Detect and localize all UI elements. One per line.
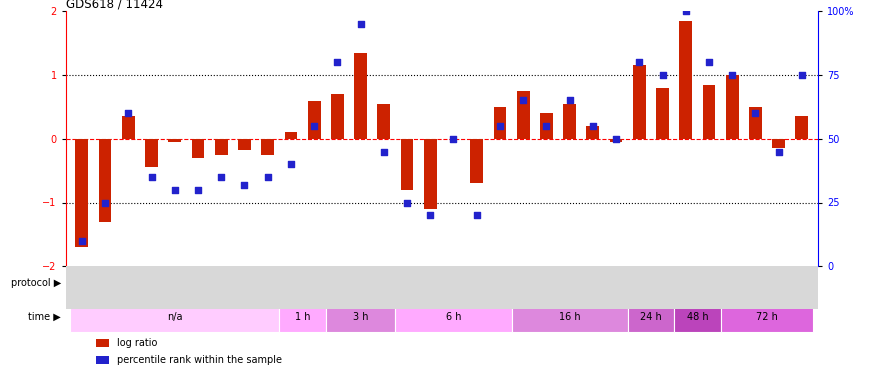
Point bbox=[493, 123, 507, 129]
Point bbox=[98, 200, 112, 206]
Bar bbox=[262, 139, 274, 154]
Bar bbox=[540, 113, 553, 139]
Point bbox=[633, 59, 647, 65]
Bar bbox=[725, 75, 738, 139]
Point bbox=[446, 136, 460, 142]
Point bbox=[679, 8, 693, 14]
Bar bbox=[284, 132, 298, 139]
Bar bbox=[795, 116, 808, 139]
Text: 48 h: 48 h bbox=[687, 312, 708, 322]
Text: time ▶: time ▶ bbox=[29, 312, 61, 322]
Point bbox=[655, 72, 669, 78]
Bar bbox=[99, 139, 111, 222]
Bar bbox=[377, 104, 390, 139]
Point bbox=[354, 21, 367, 27]
Bar bbox=[95, 339, 109, 347]
Bar bbox=[749, 107, 762, 139]
Text: hemorrhage: hemorrhage bbox=[516, 278, 577, 288]
Point bbox=[307, 123, 321, 129]
Point bbox=[122, 110, 136, 116]
Bar bbox=[70, 302, 279, 332]
Point bbox=[772, 148, 786, 154]
Bar bbox=[703, 85, 716, 139]
Bar bbox=[517, 91, 529, 139]
Bar bbox=[326, 302, 396, 332]
Text: 24 h: 24 h bbox=[640, 312, 662, 322]
Point bbox=[586, 123, 600, 129]
Point bbox=[191, 187, 205, 193]
Bar bbox=[773, 139, 785, 148]
Point bbox=[168, 187, 182, 193]
Bar bbox=[471, 139, 483, 183]
Bar bbox=[308, 100, 320, 139]
Bar bbox=[215, 139, 228, 154]
Text: GDS618 / 11424: GDS618 / 11424 bbox=[66, 0, 163, 10]
Point bbox=[794, 72, 808, 78]
Bar bbox=[633, 65, 646, 139]
Bar bbox=[627, 302, 674, 332]
Text: control: control bbox=[228, 278, 262, 288]
Bar bbox=[95, 356, 109, 364]
Point bbox=[539, 123, 553, 129]
Text: n/a: n/a bbox=[167, 312, 183, 322]
Text: protocol ▶: protocol ▶ bbox=[11, 278, 61, 288]
Bar bbox=[656, 88, 668, 139]
Bar bbox=[679, 21, 692, 139]
Point bbox=[470, 212, 484, 218]
Bar bbox=[279, 302, 326, 332]
Point bbox=[237, 182, 251, 188]
Bar bbox=[279, 268, 814, 298]
Bar bbox=[424, 139, 437, 209]
Point bbox=[377, 148, 391, 154]
Text: 72 h: 72 h bbox=[756, 312, 778, 322]
Bar bbox=[610, 139, 622, 142]
Bar bbox=[70, 268, 210, 298]
Bar bbox=[168, 139, 181, 142]
Bar bbox=[401, 139, 413, 190]
Text: percentile rank within the sample: percentile rank within the sample bbox=[116, 355, 282, 365]
Point bbox=[424, 212, 438, 218]
Point bbox=[516, 98, 530, 104]
Bar bbox=[238, 139, 251, 150]
Bar bbox=[210, 268, 279, 298]
Bar bbox=[192, 139, 205, 158]
Text: 6 h: 6 h bbox=[445, 312, 461, 322]
Bar bbox=[564, 104, 576, 139]
Bar bbox=[586, 126, 599, 139]
Text: 1 h: 1 h bbox=[295, 312, 311, 322]
Point bbox=[261, 174, 275, 180]
Text: 3 h: 3 h bbox=[353, 312, 368, 322]
Text: 16 h: 16 h bbox=[559, 312, 580, 322]
Point bbox=[748, 110, 762, 116]
Point bbox=[284, 161, 298, 167]
Point bbox=[75, 238, 89, 244]
Point bbox=[400, 200, 414, 206]
Bar bbox=[75, 139, 88, 247]
Bar bbox=[145, 139, 158, 167]
Point bbox=[725, 72, 739, 78]
Point bbox=[563, 98, 577, 104]
Bar bbox=[674, 302, 721, 332]
Bar bbox=[493, 107, 507, 139]
Point bbox=[214, 174, 228, 180]
Point bbox=[144, 174, 158, 180]
Bar bbox=[331, 94, 344, 139]
Bar bbox=[721, 302, 814, 332]
Text: sham: sham bbox=[127, 278, 153, 288]
Bar bbox=[354, 53, 367, 139]
Bar bbox=[512, 302, 627, 332]
Point bbox=[331, 59, 345, 65]
Bar bbox=[396, 302, 512, 332]
Point bbox=[609, 136, 623, 142]
Point bbox=[702, 59, 716, 65]
Text: log ratio: log ratio bbox=[116, 339, 158, 348]
Bar bbox=[122, 116, 135, 139]
